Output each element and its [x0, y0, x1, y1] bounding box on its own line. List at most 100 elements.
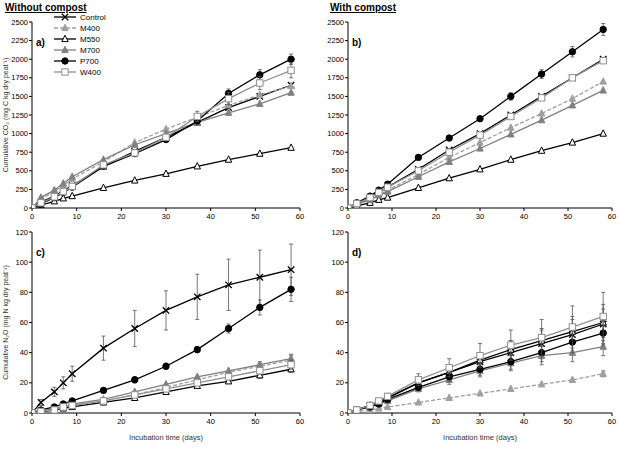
y-tick-label: 100: [331, 258, 344, 267]
x-tick: [210, 208, 211, 211]
marker: [38, 200, 44, 206]
marker: [132, 141, 138, 147]
marker: [51, 406, 57, 412]
y-tick-label: 2500: [327, 18, 344, 27]
y-tick: [29, 292, 32, 293]
y-tick-label: 500: [15, 166, 28, 175]
marker: [384, 394, 390, 400]
y-tick: [345, 115, 348, 116]
x-tick-label: 30: [476, 212, 484, 221]
y-tick-label: 0: [24, 204, 28, 213]
marker: [32, 410, 35, 413]
marker: [69, 192, 75, 198]
y-tick: [345, 382, 348, 383]
marker: [38, 408, 44, 413]
header: Without compost: [5, 2, 87, 13]
x-tick-label: 60: [296, 417, 304, 426]
marker: [348, 410, 351, 413]
marker: [354, 200, 360, 206]
y-tick: [345, 152, 348, 153]
marker: [257, 274, 263, 280]
marker: [32, 410, 35, 413]
y-tick: [345, 22, 348, 23]
x-tick-label: 10: [388, 212, 396, 221]
marker: [354, 406, 360, 412]
marker: [569, 75, 575, 81]
y-tick-label: 1000: [327, 129, 344, 138]
x-tick: [32, 208, 33, 211]
marker: [600, 78, 606, 84]
series-line: [348, 374, 603, 413]
marker: [477, 116, 483, 122]
marker: [376, 189, 382, 195]
marker: [477, 390, 483, 396]
y-tick-label: 1500: [11, 92, 28, 101]
legend-marker: [62, 46, 68, 52]
marker: [38, 408, 44, 413]
marker: [348, 204, 351, 208]
y-tick: [29, 170, 32, 171]
y-tick: [29, 352, 32, 353]
x-tick-label: 20: [432, 417, 440, 426]
marker: [569, 95, 575, 101]
header: With compost: [330, 2, 397, 13]
x-tick: [76, 208, 77, 211]
marker: [600, 370, 606, 376]
marker: [163, 386, 169, 392]
series-line: [348, 82, 603, 208]
marker: [384, 194, 390, 200]
marker: [51, 194, 57, 200]
marker: [51, 407, 57, 413]
marker: [569, 324, 575, 330]
x-tick: [166, 208, 167, 211]
y-tick-label: 1500: [327, 92, 344, 101]
marker: [384, 403, 390, 409]
marker: [415, 168, 421, 174]
x-tick-label: 20: [432, 212, 440, 221]
x-tick-label: 60: [608, 417, 616, 426]
marker: [348, 205, 351, 208]
marker: [69, 371, 75, 377]
legend-label: P700: [80, 57, 99, 66]
y-tick: [345, 292, 348, 293]
panel-label: d): [352, 247, 361, 258]
y-tick: [345, 232, 348, 233]
x-axis-label: Incubation time (days): [443, 433, 517, 442]
marker: [32, 204, 35, 208]
series-line: [32, 85, 291, 208]
y-tick-label: 2250: [327, 36, 344, 45]
marker: [354, 200, 360, 206]
y-tick: [29, 189, 32, 190]
marker: [348, 205, 351, 208]
legend: ControlM400M550M700P700W400: [54, 13, 106, 77]
marker: [508, 385, 514, 391]
marker: [348, 409, 351, 413]
marker: [69, 402, 75, 408]
marker: [477, 132, 483, 138]
x-tick: [480, 208, 481, 211]
marker: [477, 352, 483, 358]
y-tick-label: 750: [15, 148, 28, 157]
marker: [100, 399, 106, 405]
marker: [194, 380, 200, 386]
marker: [132, 150, 138, 156]
marker: [32, 204, 35, 208]
y-tick-label: 100: [15, 258, 28, 267]
y-tick-label: 0: [24, 409, 28, 418]
marker: [60, 380, 66, 386]
marker: [288, 82, 294, 88]
marker: [51, 193, 57, 199]
series-line: [348, 324, 603, 413]
marker: [60, 403, 66, 409]
series-line: [32, 270, 291, 413]
marker: [69, 403, 75, 409]
y-tick-label: 80: [336, 288, 344, 297]
legend-label: W400: [80, 68, 101, 77]
plot-area: [348, 292, 606, 413]
marker: [194, 113, 200, 119]
marker: [32, 409, 35, 413]
marker: [132, 177, 138, 183]
y-tick-label: 120: [15, 228, 28, 237]
panel-label: a): [36, 37, 45, 48]
marker: [257, 100, 263, 106]
